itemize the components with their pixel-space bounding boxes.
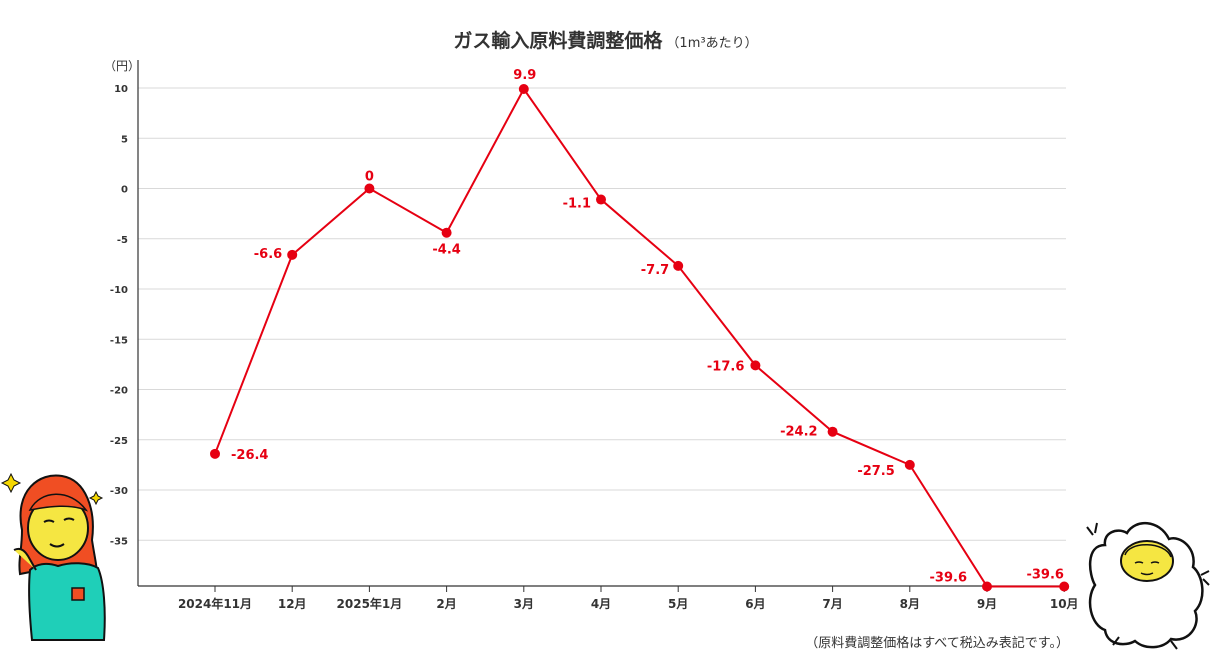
data-labels: -26.4 -6.6 0 -4.4 9.9 -1.1 -7.7 -17.6 -24.2 -27.5… <box>231 68 1064 585</box>
data-point <box>1059 581 1070 592</box>
axes <box>137 60 1066 592</box>
x-tick-label: 2025年1月 <box>337 596 403 611</box>
data-label: -6.6 <box>254 247 282 262</box>
data-points <box>210 84 1070 592</box>
data-point <box>904 459 915 470</box>
data-point <box>210 448 220 459</box>
chart-title: ガス輸入原料費調整価格 <box>453 30 663 52</box>
x-tick-label: 4月 <box>591 597 611 611</box>
footnote: （原料費調整価格はすべて税込み表記です。） <box>805 636 1069 651</box>
x-tick-label: 7月 <box>822 597 842 611</box>
x-tick-label: 6月 <box>745 597 765 611</box>
y-tick-label: 5 <box>121 134 128 145</box>
y-tick-label: -30 <box>110 486 128 497</box>
x-tick-label: 5月 <box>668 597 688 611</box>
data-point <box>364 183 375 194</box>
y-tick-label: -25 <box>110 436 128 447</box>
y-axis-unit: （円） <box>104 59 141 73</box>
y-tick-label: -5 <box>117 235 128 246</box>
data-point <box>982 581 992 592</box>
data-label: 0 <box>365 170 374 185</box>
data-label: -39.6 <box>1026 567 1063 582</box>
y-tick-label: -20 <box>110 386 128 397</box>
y-tick-label: 10 <box>114 84 128 95</box>
y-tick-label: 0 <box>121 185 128 196</box>
data-point <box>673 260 684 271</box>
sheep-illustration <box>1086 522 1210 650</box>
data-point <box>750 360 761 371</box>
data-label: 9.9 <box>513 68 536 83</box>
x-tick-labels: 2024年11月 12月 2025年1月 2月 3月 4月 5月 6月 7月 8月 9月 10月 <box>178 596 1079 611</box>
data-point <box>596 194 606 205</box>
data-point <box>441 227 452 238</box>
y-tick-label: -35 <box>110 536 128 547</box>
data-label: -1.1 <box>563 197 591 212</box>
data-point <box>287 249 298 260</box>
x-tick-label: 8月 <box>900 597 920 611</box>
data-point <box>518 84 529 95</box>
x-tick-label: 12月 <box>278 597 307 611</box>
series-line-path <box>214 87 1065 588</box>
x-tick-label: 3月 <box>514 597 534 611</box>
data-label: -17.6 <box>707 359 744 374</box>
data-point <box>827 426 838 437</box>
chart-title-block: ガス輸入原料費調整価格 （1m³あたり） <box>0 26 1211 53</box>
data-label: -7.7 <box>641 263 669 278</box>
y-tick-labels: 10 5 0 -5 -10 -15 -20 -25 -30 -35 <box>110 84 128 547</box>
chart-title-unit: （1m³あたり） <box>666 36 758 51</box>
data-label: -27.5 <box>857 464 894 479</box>
data-label: -24.2 <box>780 425 817 440</box>
x-tick-label: 9月 <box>977 597 997 611</box>
data-label: -26.4 <box>231 448 268 463</box>
grid-lines <box>138 87 1066 541</box>
x-tick-label: 2月 <box>436 597 456 611</box>
y-tick-label: -15 <box>110 335 128 346</box>
woman-illustration <box>0 472 106 641</box>
data-label: -39.6 <box>930 570 967 585</box>
y-tick-label: -10 <box>110 285 128 296</box>
data-label: -4.4 <box>432 243 460 258</box>
series-line <box>214 87 1065 588</box>
x-tick-label: 10月 <box>1050 597 1079 611</box>
x-tick-label: 2024年11月 <box>178 596 252 611</box>
